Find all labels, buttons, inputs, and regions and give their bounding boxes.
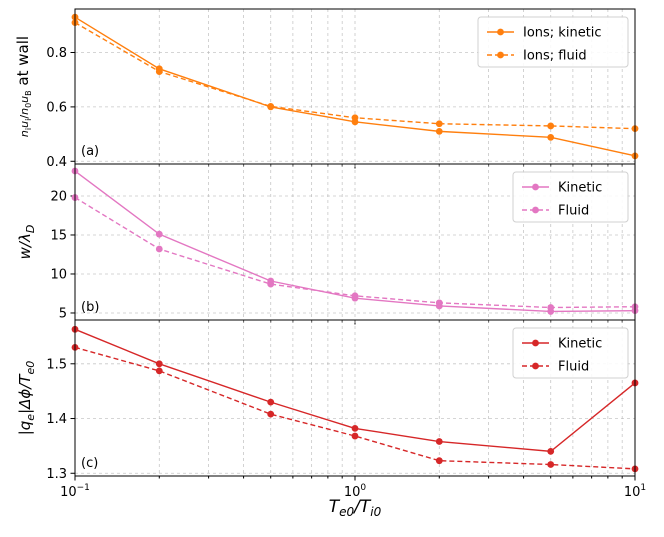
ylabel-part: |Δϕ/T xyxy=(16,373,34,414)
ylabel-sub: e xyxy=(24,414,37,421)
ylabel-part: / xyxy=(18,115,31,119)
panel-c-legend-entry: Kinetic xyxy=(558,337,602,352)
panel-c-legend-entry: Fluid xyxy=(558,360,589,375)
panel-b-legend-swatch-marker xyxy=(532,206,539,214)
ylabel-sub: i xyxy=(24,119,33,121)
ylabel-part: u xyxy=(18,96,31,103)
panel-b-label: (b) xyxy=(81,300,99,315)
panel-a-label: (a) xyxy=(81,144,99,159)
panel-b-ytick-label: 10 xyxy=(50,267,67,282)
panel-a-ylabel: niui/n0uB at wall xyxy=(14,36,33,137)
panel-a-series-ions-kinetic-point xyxy=(547,133,555,141)
panel-b-series-fluid-point xyxy=(267,280,275,288)
panel-b-series-fluid-point xyxy=(351,292,359,300)
panel-a-legend-box xyxy=(477,16,629,68)
panel-a-legend-swatch-marker xyxy=(497,51,504,59)
ylabel-part: at wall xyxy=(14,36,32,90)
ylabel-sub: e0 xyxy=(24,361,37,375)
xtick-exponent: −1 xyxy=(77,483,90,493)
panel-c-frame xyxy=(74,319,636,477)
panel-a-ytick-label: 0.8 xyxy=(46,46,67,61)
ylabel-part: w/λ xyxy=(16,233,34,259)
xtick-base: 10 xyxy=(624,485,641,500)
xlabel-part: T xyxy=(329,497,341,517)
panel-c-legend-swatch-marker xyxy=(532,362,539,370)
panel-c-series-fluid-point xyxy=(155,367,163,375)
panel-a-series-ions-kinetic-point xyxy=(435,127,443,135)
xlabel-sub: i0 xyxy=(370,505,381,519)
xtick-label: 101 xyxy=(624,483,646,500)
panel-a-ytick-label: 0.4 xyxy=(46,155,67,170)
xlabel-sub: e0 xyxy=(339,505,354,519)
xtick-label: 100 xyxy=(344,483,367,500)
panel-c-label: (c) xyxy=(81,456,98,471)
panel-b-ytick-label: 15 xyxy=(50,228,67,243)
xtick-exponent: 1 xyxy=(640,483,646,493)
panel-c-series-kinetic-point xyxy=(267,398,275,406)
ylabel-sub: D xyxy=(24,225,37,233)
panel-c-ytick-label: 1.5 xyxy=(46,357,67,372)
panel-b-ylabel: w/λD xyxy=(16,225,37,260)
panel-b-ytick-label: 5 xyxy=(59,306,67,321)
xlabel: Te0/Ti0 xyxy=(329,497,382,519)
panel-c-series-kinetic-point xyxy=(547,447,555,455)
panel-b-series-fluid-point xyxy=(155,245,163,253)
panel-c-ylabel: |qe|Δϕ/Te0 xyxy=(16,361,37,436)
xtick-exponent: 0 xyxy=(360,483,366,493)
panel-b-legend-entry: Kinetic xyxy=(558,181,602,196)
panel-b-series-fluid-point xyxy=(435,299,443,307)
panel-c-series-fluid-point xyxy=(351,432,359,440)
panel-c-series-fluid-point xyxy=(435,457,443,465)
ylabel-sub: B xyxy=(24,90,33,96)
panel-b-series-fluid-point xyxy=(547,304,555,311)
panel-c-legend: Kinetic Fluid xyxy=(512,327,629,379)
ylabel-sub: i xyxy=(24,128,33,130)
panel-a-series-ions-fluid-point xyxy=(267,102,275,110)
panel-b-legend: Kinetic Fluid xyxy=(512,171,629,223)
panel-a-legend-entry: Ions; kinetic xyxy=(523,26,602,41)
panel-a-series-ions-fluid-point xyxy=(351,114,359,122)
ylabel-part: |q xyxy=(16,421,34,436)
panel-a-series-ions-fluid-point xyxy=(547,122,555,130)
ylabel-part: n xyxy=(18,108,31,115)
panel-b-legend-entry: Fluid xyxy=(558,204,589,219)
xlabel-part: /T xyxy=(352,497,372,517)
xtick-label: 10−1 xyxy=(60,483,90,500)
panel-b-series-kinetic-point xyxy=(155,230,163,238)
panel-b-legend-swatch-marker xyxy=(532,183,539,191)
panel-c-series-kinetic-point xyxy=(435,438,443,445)
ylabel-sub: 0 xyxy=(24,103,33,108)
xtick-base: 10 xyxy=(60,485,77,500)
ylabel-part: u xyxy=(18,121,31,128)
panel-b-ytick-label: 20 xyxy=(50,189,67,204)
panel-a-ytick-label: 0.6 xyxy=(46,100,67,115)
panel-c-series-fluid-point xyxy=(547,461,555,468)
panel-c-ytick-label: 1.3 xyxy=(46,467,67,482)
panel-c-series-kinetic-point xyxy=(351,424,359,432)
panel-a-legend: Ions; kinetic Ions; fluid xyxy=(477,16,629,68)
ylabel-part: n xyxy=(18,130,31,137)
panel-a-legend-swatch-marker xyxy=(497,28,504,36)
panel-a-series-ions-fluid-point xyxy=(155,68,163,75)
panel-c-series-fluid-point xyxy=(267,410,275,418)
panel-c-series-kinetic-point xyxy=(155,360,163,368)
panel-a-series-ions-fluid-point xyxy=(435,120,443,128)
panel-a-legend-entry: Ions; fluid xyxy=(523,49,587,64)
panel-c-ytick-label: 1.4 xyxy=(46,412,67,427)
xtick-base: 10 xyxy=(344,485,361,500)
panel-c-legend-swatch-marker xyxy=(532,339,539,347)
panel-b: 5 10 15 20 (b) Kinetic Fluid w/λD xyxy=(16,163,639,325)
